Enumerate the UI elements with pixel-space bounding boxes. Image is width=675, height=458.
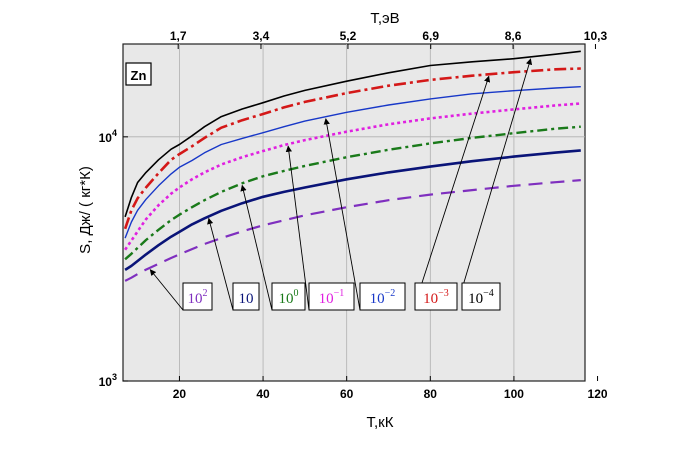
legend-item: 102 bbox=[182, 282, 213, 311]
legend-label: 10−1 bbox=[319, 288, 345, 307]
legend-label: 10−4 bbox=[468, 288, 494, 307]
y-tick-label: 103 bbox=[99, 372, 117, 389]
legend-label: 10−3 bbox=[423, 288, 449, 307]
x-tick-label: 60 bbox=[340, 387, 354, 401]
x2-tick-label: 5,2 bbox=[340, 29, 357, 43]
legend-arrow bbox=[419, 75, 491, 290]
legend-item: 100 bbox=[271, 282, 306, 311]
series-line-5 bbox=[124, 86, 581, 239]
legend-arrow bbox=[149, 269, 184, 311]
x-tick-label: 40 bbox=[256, 387, 270, 401]
element-label: Zn bbox=[131, 68, 147, 83]
legend-item: 10−1 bbox=[308, 282, 355, 311]
plot-area bbox=[122, 43, 586, 382]
element-label-box: Zn bbox=[125, 62, 152, 86]
x-tick-label: 100 bbox=[504, 387, 524, 401]
x-axis-title: T,кК bbox=[367, 414, 394, 431]
legend-arrow bbox=[207, 217, 234, 311]
legend-item: 10−2 bbox=[359, 282, 406, 311]
legend-label: 100 bbox=[279, 288, 299, 307]
legend-label: 10−2 bbox=[370, 288, 396, 307]
x2-tick-label: 3,4 bbox=[253, 29, 270, 43]
series-line-7 bbox=[124, 50, 581, 218]
series-line-3 bbox=[124, 125, 581, 261]
x-tick-label: 80 bbox=[424, 387, 438, 401]
x-tick-label: 120 bbox=[588, 387, 608, 401]
x2-tick-label: 6,9 bbox=[422, 29, 439, 43]
x2-tick-label: 10,3 bbox=[584, 29, 608, 43]
legend-item: 10 bbox=[232, 282, 260, 311]
legend-arrow bbox=[285, 145, 310, 311]
legend-item: 10−4 bbox=[461, 282, 501, 311]
y-tick-label: 104 bbox=[99, 128, 117, 145]
x2-axis-title: T,эВ bbox=[370, 10, 399, 27]
legend-arrow bbox=[323, 118, 361, 311]
legend-arrow bbox=[461, 58, 533, 290]
legend-label: 102 bbox=[188, 288, 208, 307]
x-tick-label: 20 bbox=[173, 387, 187, 401]
series-line-1 bbox=[124, 179, 581, 282]
series-line-6 bbox=[123, 67, 581, 230]
legend-label: 10 bbox=[239, 291, 254, 307]
legend-arrow bbox=[240, 184, 273, 311]
legend-item: 10−3 bbox=[414, 282, 458, 311]
x2-tick-label: 1,7 bbox=[170, 29, 187, 43]
series-line-2 bbox=[124, 149, 581, 271]
y-axis-title: S, Дж/ ( кг*К) bbox=[77, 166, 94, 254]
series-line-4 bbox=[124, 102, 581, 251]
x2-tick-label: 8,6 bbox=[505, 29, 522, 43]
